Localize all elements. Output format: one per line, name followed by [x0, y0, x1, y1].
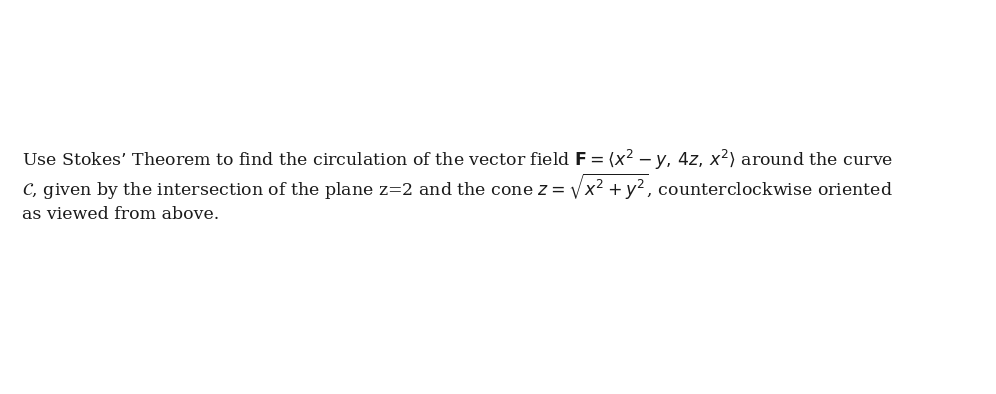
Text: as viewed from above.: as viewed from above. [22, 206, 219, 223]
Text: $\mathcal{C}$, given by the intersection of the plane z=2 and the cone $z = \sqr: $\mathcal{C}$, given by the intersection… [22, 172, 892, 202]
Text: Use Stokes’ Theorem to find the circulation of the vector field $\mathbf{F} = \l: Use Stokes’ Theorem to find the circulat… [22, 147, 893, 172]
